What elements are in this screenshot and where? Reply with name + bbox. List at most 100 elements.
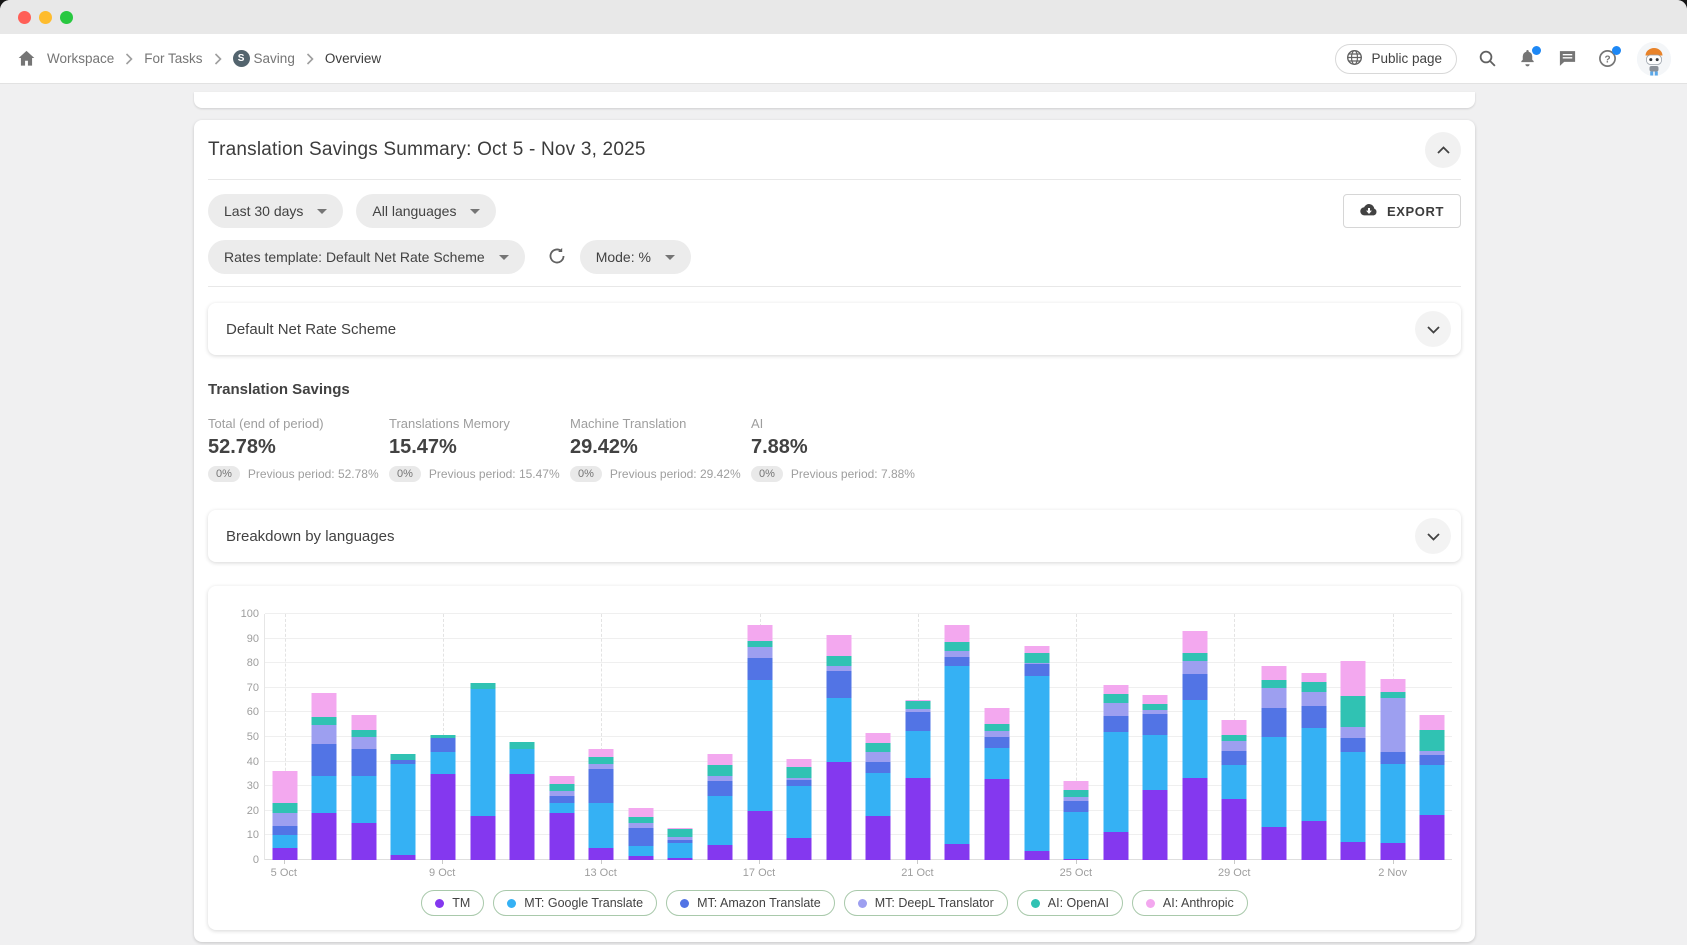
bar-segment [351,737,376,749]
bar-segment [1420,765,1445,814]
user-avatar[interactable] [1637,42,1671,76]
stacked-bar-24-oct[interactable] [1024,614,1049,860]
home-icon[interactable] [16,49,36,69]
delta-badge: 0% [208,466,240,482]
breakdown-by-languages-card[interactable]: Breakdown by languages [208,510,1461,562]
bar-segment [510,774,535,860]
bar-segment [1143,714,1168,735]
help-icon[interactable]: ? [1597,49,1617,69]
breadcrumb-workspace[interactable]: Workspace [47,51,114,66]
stacked-bar-25-oct[interactable] [1064,614,1089,860]
collapse-summary-button[interactable] [1425,132,1461,168]
legend-item[interactable]: TM [421,890,484,916]
stacked-bar-20-oct[interactable] [866,614,891,860]
minimize-window-button[interactable] [39,11,52,24]
stacked-bar-21-oct[interactable] [905,614,930,860]
stacked-bar-26-oct[interactable] [1103,614,1128,860]
bar-segment [589,757,614,764]
stacked-bar-9-oct[interactable] [431,614,456,860]
legend-item[interactable]: AI: Anthropic [1132,890,1248,916]
bar-segment [1024,653,1049,663]
bar-segment [1024,646,1049,653]
chevron-right-icon [306,53,314,65]
bar-segment [1064,790,1089,797]
stacked-bar-16-oct[interactable] [708,614,733,860]
search-icon[interactable] [1477,49,1497,69]
legend-item[interactable]: MT: DeepL Translator [844,890,1008,916]
breadcrumb-project[interactable]: S Saving [233,50,295,67]
breadcrumb-saving: Saving [254,51,295,66]
bar-segment [1024,664,1049,675]
bar-segment [905,778,930,860]
legend-item[interactable]: AI: OpenAI [1017,890,1123,916]
legend-label: MT: Amazon Translate [697,896,821,910]
stacked-bar-3-nov[interactable] [1420,614,1445,860]
stacked-bar-2-nov[interactable] [1380,614,1405,860]
stat-translations-memory: Translations Memory 15.47% 0% Previous p… [389,416,570,482]
stacked-bar-23-oct[interactable] [984,614,1009,860]
mode-dropdown[interactable]: Mode: % [580,240,691,274]
stacked-bar-17-oct[interactable] [747,614,772,860]
bar-segment [984,737,1009,748]
bar-segment [708,796,733,845]
chevron-down-icon [665,255,675,260]
zoom-window-button[interactable] [60,11,73,24]
rates-template-dropdown[interactable]: Rates template: Default Net Rate Scheme [208,240,525,274]
stacked-bar-31-oct[interactable] [1301,614,1326,860]
stacked-bar-14-oct[interactable] [628,614,653,860]
expand-breakdown-button[interactable] [1415,518,1451,554]
close-window-button[interactable] [18,11,31,24]
bar-segment [1261,708,1286,738]
stacked-bar-5-oct[interactable] [272,614,297,860]
bar-segment [905,731,930,778]
stacked-bar-15-oct[interactable] [668,614,693,860]
stacked-bar-22-oct[interactable] [945,614,970,860]
stacked-bar-6-oct[interactable] [312,614,337,860]
stacked-bar-8-oct[interactable] [391,614,416,860]
bar-segment [312,717,337,724]
x-axis-tickmark [284,860,285,864]
stacked-bar-11-oct[interactable] [510,614,535,860]
globe-icon [1346,49,1363,69]
stacked-bar-13-oct[interactable] [589,614,614,860]
legend-item[interactable]: MT: Google Translate [493,890,657,916]
expand-rate-scheme-button[interactable] [1415,311,1451,347]
bar-segment [1222,720,1247,735]
stacked-bar-12-oct[interactable] [549,614,574,860]
bar-segment [1261,666,1286,681]
bar-segment [984,724,1009,731]
y-axis-tick-label: 60 [247,706,259,718]
languages-dropdown[interactable]: All languages [356,194,496,228]
bar-segment [1261,737,1286,827]
rate-scheme-card[interactable]: Default Net Rate Scheme [208,303,1461,355]
bar-segment [905,712,930,730]
messages-icon[interactable] [1557,49,1577,69]
stacked-bar-28-oct[interactable] [1182,614,1207,860]
stacked-bar-29-oct[interactable] [1222,614,1247,860]
breadcrumb-for-tasks[interactable]: For Tasks [144,51,202,66]
chevron-down-icon [1427,322,1440,337]
refresh-button[interactable] [548,247,566,268]
export-button[interactable]: EXPORT [1343,194,1461,228]
stacked-bar-19-oct[interactable] [826,614,851,860]
stacked-bar-30-oct[interactable] [1261,614,1286,860]
x-axis-tick-label: 17 Oct [743,867,775,879]
stacked-bar-1-nov[interactable] [1341,614,1366,860]
y-axis-tick-label: 20 [247,805,259,817]
legend-color-dot [680,899,689,908]
stacked-bar-18-oct[interactable] [787,614,812,860]
bar-segment [1380,764,1405,843]
legend-item[interactable]: MT: Amazon Translate [666,890,835,916]
notifications-bell-icon[interactable] [1517,49,1537,69]
chevron-down-icon [317,209,327,214]
stacked-bar-10-oct[interactable] [470,614,495,860]
public-page-button[interactable]: Public page [1335,44,1457,74]
bar-segment [747,647,772,658]
bar-segment [1341,842,1366,860]
date-range-dropdown[interactable]: Last 30 days [208,194,343,228]
stacked-bar-7-oct[interactable] [351,614,376,860]
breadcrumb-overview: Overview [325,51,381,66]
stacked-bar-27-oct[interactable] [1143,614,1168,860]
bar-segment [1341,727,1366,738]
bar-segment [708,845,733,860]
